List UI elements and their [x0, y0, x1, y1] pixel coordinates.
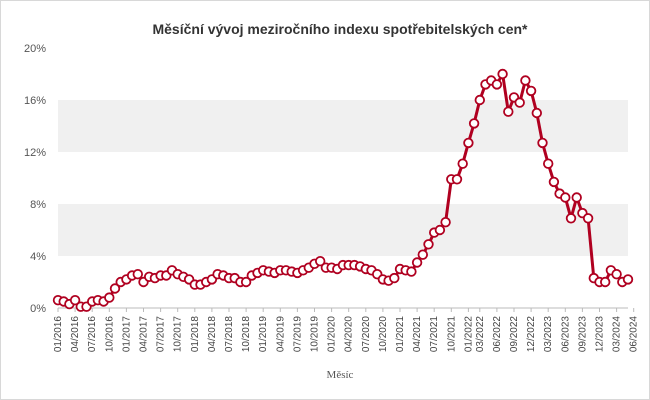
data-point[interactable] [497, 68, 508, 80]
x-tick-label: 07/2018 [224, 316, 235, 353]
data-point[interactable] [132, 269, 144, 280]
x-tick-label: 04/2017 [139, 316, 150, 353]
data-point[interactable] [611, 269, 622, 280]
data-series [52, 68, 634, 312]
data-point[interactable] [600, 276, 611, 288]
data-point[interactable] [531, 107, 543, 119]
data-point[interactable] [514, 97, 525, 108]
data-point[interactable] [582, 213, 594, 224]
x-tick-label: 03/2023 [543, 316, 554, 353]
data-point[interactable] [520, 75, 531, 86]
y-axis: 0% 4% 8% 12% 16% 20% [24, 43, 46, 315]
y-tick-label: 20% [24, 43, 46, 55]
data-point[interactable] [537, 137, 548, 149]
data-point[interactable] [548, 176, 560, 188]
x-tick-label: 01/2021 [395, 316, 406, 353]
data-point[interactable] [406, 266, 417, 277]
x-tick-label: 09/2023 [577, 316, 588, 353]
grid-band [58, 204, 628, 256]
x-tick-label: 04/2016 [70, 316, 81, 353]
data-point[interactable] [440, 216, 451, 228]
data-point[interactable] [463, 137, 474, 149]
data-point[interactable] [434, 224, 446, 236]
grid-band [58, 100, 628, 152]
y-tick-label: 12% [24, 147, 46, 159]
x-tick-label: 04/2019 [275, 316, 286, 353]
y-tick-label: 0% [30, 303, 46, 315]
data-point[interactable] [457, 158, 468, 169]
x-tick-label: 10/2019 [310, 316, 321, 353]
data-point[interactable] [109, 283, 121, 294]
x-tick-label: 01/2022 [463, 316, 474, 353]
data-point[interactable] [315, 256, 326, 267]
x-tick-label: 01/2017 [121, 316, 132, 353]
y-tick-label: 8% [30, 199, 46, 211]
data-point[interactable] [474, 94, 486, 106]
x-tick-label: 12/2023 [595, 316, 606, 353]
x-tick-label: 01/2016 [53, 316, 64, 353]
x-tick-label: 07/2016 [87, 316, 98, 353]
x-axis: 01/2016 04/2016 07/2016 10/2016 01/2017 04/20… [53, 308, 640, 352]
data-point[interactable] [571, 192, 582, 203]
x-tick-label: 12/2022 [526, 316, 537, 353]
grid-bands [58, 100, 628, 309]
data-point[interactable] [69, 295, 81, 306]
x-tick-label: 07/2017 [156, 316, 167, 353]
x-tick-label: 06/2024 [629, 316, 640, 353]
data-point[interactable] [468, 118, 480, 129]
y-tick-label: 4% [30, 251, 46, 263]
data-point[interactable] [240, 276, 252, 288]
x-tick-label: 10/2021 [446, 316, 457, 353]
data-point[interactable] [560, 192, 571, 203]
data-point[interactable] [389, 272, 400, 284]
x-tick-label: 07/2019 [292, 316, 303, 353]
x-tick-label: 10/2018 [241, 316, 252, 353]
x-tick-label: 10/2017 [173, 316, 184, 353]
data-point[interactable] [104, 292, 115, 303]
data-point[interactable] [565, 213, 577, 224]
x-tick-label: 01/2019 [258, 316, 269, 353]
data-point[interactable] [423, 239, 434, 250]
data-point[interactable] [417, 249, 429, 260]
x-tick-label: 07/2020 [361, 316, 372, 353]
x-tick-label: 04/2021 [412, 316, 423, 353]
data-point[interactable] [491, 79, 503, 90]
data-point[interactable] [503, 106, 514, 117]
x-tick-label: 10/2016 [104, 316, 115, 353]
x-tick-label: 06/2022 [492, 316, 503, 353]
data-point[interactable] [525, 85, 537, 97]
data-point[interactable] [451, 174, 463, 185]
x-tick-label: 03/2022 [475, 316, 486, 353]
x-tick-label: 09/2022 [509, 316, 520, 353]
chart-title: Měsíční vývoj meziročního indexu spotřeb… [152, 21, 528, 37]
x-tick-label: 06/2023 [560, 316, 571, 353]
x-tick-label: 04/2020 [344, 316, 355, 353]
data-point[interactable] [411, 257, 423, 268]
x-tick-label: 10/2020 [378, 316, 389, 353]
y-tick-label: 16% [24, 95, 46, 107]
x-tick-label: 07/2021 [429, 316, 440, 353]
x-tick-label: 03/2024 [612, 316, 623, 353]
x-tick-label: 01/2018 [190, 316, 201, 353]
data-point[interactable] [622, 274, 634, 285]
x-tick-label: 01/2020 [327, 316, 338, 353]
data-point[interactable] [543, 158, 554, 169]
x-tick-label: 04/2018 [207, 316, 218, 353]
x-axis-label: Měsíc [327, 369, 354, 381]
